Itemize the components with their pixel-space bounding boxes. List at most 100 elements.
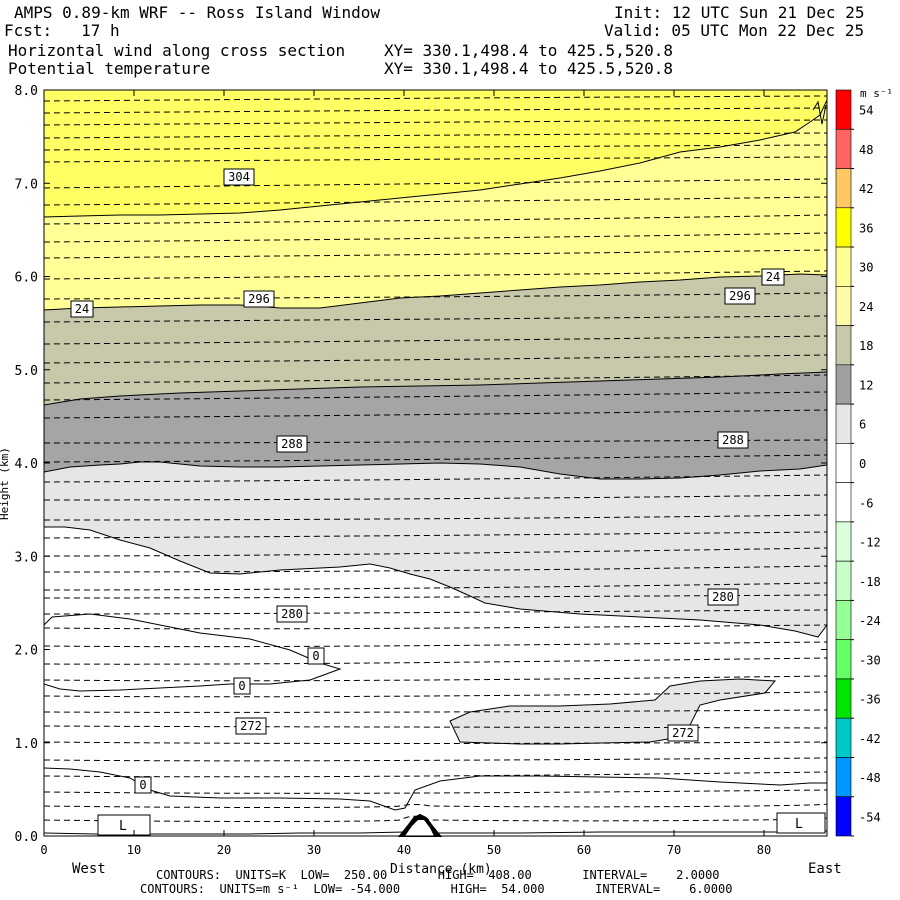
y-tick-label: 3.0 [15, 550, 38, 565]
colorbar-label: -24 [859, 614, 881, 628]
colorbar-swatch [835, 796, 852, 837]
colorbar-label: 42 [859, 182, 873, 196]
y-tick-label: 5.0 [15, 364, 38, 379]
x-tick-label: 0 [40, 843, 47, 857]
y-axis: 0.0 1.0 2.0 3.0 4.0 5.0 6.0 7.0 8.0 [15, 84, 827, 845]
colorbar-label: -42 [859, 732, 881, 746]
colorbar-label: 48 [859, 143, 873, 157]
contour-label-box [223, 168, 255, 186]
contour-label-box [667, 724, 699, 742]
band-6-12-pocket [450, 679, 775, 744]
contour-label: 272 [672, 726, 694, 740]
colorbar-label: -48 [859, 771, 881, 785]
chart-title: AMPS 0.89-km WRF -- Ross Island Window [14, 3, 381, 22]
valid-time: Valid: 05 UTC Mon 22 Dec 25 [604, 21, 865, 40]
colorbar-label: -30 [859, 653, 881, 667]
contour-label-box [707, 588, 739, 606]
field2-xy: XY= 330.1,498.4 to 425.5,520.8 [384, 59, 673, 78]
x-tick-label: 70 [667, 843, 681, 857]
field2-name: Potential temperature [8, 59, 211, 78]
colorbar-label: -12 [859, 536, 881, 550]
contour-label: 280 [281, 607, 303, 621]
low-marker: L [795, 817, 803, 832]
contour-label-box [717, 431, 749, 449]
colorbar-label: 18 [859, 339, 873, 353]
x-tick-label: 10 [127, 843, 141, 857]
contour-label: 304 [228, 170, 250, 184]
colorbar-swatch [835, 521, 852, 562]
colorbar-swatch [835, 482, 852, 523]
band-24-30 [44, 100, 827, 310]
colorbar-label: 0 [859, 457, 866, 471]
colorbar-label: -18 [859, 575, 881, 589]
footer-line-1: CONTOURS: UNITS=K LOW= 250.00 HIGH= 408.… [156, 868, 720, 882]
colorbar-label: 6 [859, 418, 866, 432]
contour-label: 288 [722, 433, 744, 447]
colorbar-swatch [835, 89, 852, 130]
contour-label: 0 [139, 778, 146, 792]
colorbar-swatch [835, 717, 852, 758]
x-tick-label: 40 [397, 843, 411, 857]
y-axis-title: Height (km) [0, 447, 11, 520]
contour-label: 24 [766, 270, 780, 284]
colorbar-swatch [835, 443, 852, 483]
colorbar-swatch [835, 403, 852, 444]
colorbar-label: 36 [859, 221, 873, 235]
y-tick-label: 4.0 [15, 457, 38, 472]
x-axis-end-label: East [808, 861, 842, 877]
y-tick-label: 7.0 [15, 177, 38, 192]
footer-line-2: CONTOURS: UNITS=m s⁻¹ LOW= -54.000 HIGH=… [140, 882, 732, 896]
y-tick-label: 1.0 [15, 737, 38, 752]
x-axis-start-label: West [72, 861, 106, 877]
colorbar-swatch [835, 207, 852, 248]
colorbar-swatch [835, 639, 852, 680]
contour-label-box [761, 268, 785, 286]
contour-label-box [276, 605, 308, 623]
contour-label: 272 [240, 719, 262, 733]
x-tick-label: 30 [307, 843, 321, 857]
band-18-24 [44, 274, 827, 405]
field1-name: Horizontal wind along cross section [8, 41, 346, 60]
colorbar-swatch [835, 246, 852, 287]
contour-label: 288 [281, 437, 303, 451]
colorbar-label: 30 [859, 261, 873, 275]
colorbar-swatch [835, 560, 852, 601]
x-tick-label: 80 [757, 843, 771, 857]
x-axis: 0 10 20 30 40 50 60 70 80 [40, 90, 771, 857]
x-tick-label: 60 [577, 843, 591, 857]
theta-contours [44, 95, 827, 822]
colorbar-swatch [835, 678, 852, 719]
colorbar-swatch [835, 128, 852, 169]
colorbar-swatch [835, 286, 852, 326]
colorbar-swatch [835, 364, 852, 405]
y-tick-label: 0.0 [15, 830, 38, 845]
contour-labels: 304 296 296 288 288 280 280 272 272 24 24 0 0 0 L L [70, 168, 826, 836]
colorbar-swatch [835, 600, 852, 640]
colorbar-label: 12 [859, 378, 873, 392]
band-6-12 [44, 462, 827, 637]
colorbar-swatch [835, 168, 852, 209]
low-marker-box [776, 812, 826, 834]
colorbar-label: -54 [859, 810, 881, 824]
contour-label-box [724, 287, 756, 305]
contour-label: 296 [729, 289, 751, 303]
contour-label: 24 [75, 302, 89, 316]
contour-label: 0 [238, 679, 245, 693]
colorbar-swatch [835, 757, 852, 798]
x-tick-label: 20 [217, 843, 231, 857]
contour-label-box [235, 717, 267, 735]
colorbar-units: m s⁻¹ [860, 87, 893, 100]
contour-label-box [307, 647, 325, 665]
colorbar-label: 54 [859, 104, 873, 118]
low-marker: L [119, 819, 127, 834]
x-axis-title: Distance (km) [390, 862, 492, 877]
contour-label-box [134, 776, 152, 794]
contour-label: 296 [248, 292, 270, 306]
y-tick-label: 8.0 [15, 84, 38, 99]
colorbar: 54 48 42 36 30 24 18 12 6 0 -6 -12 -18 -24 -30 -36 -42 -4… [835, 89, 881, 837]
y-tick-label: 2.0 [15, 644, 38, 659]
contour-label-box [233, 677, 251, 695]
init-time: Init: 12 UTC Sun 21 Dec 25 [614, 3, 865, 22]
colorbar-label: -6 [859, 496, 873, 510]
